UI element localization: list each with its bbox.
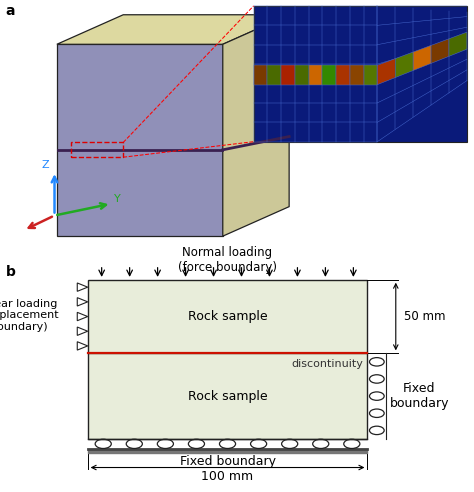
Polygon shape <box>364 65 377 85</box>
Text: discontinuity: discontinuity <box>292 359 364 369</box>
Polygon shape <box>413 45 431 70</box>
Polygon shape <box>254 6 467 142</box>
Polygon shape <box>431 39 449 63</box>
Polygon shape <box>281 65 295 85</box>
Text: Fixed
boundary: Fixed boundary <box>390 382 449 410</box>
Polygon shape <box>449 32 467 56</box>
Text: a: a <box>6 4 15 18</box>
Polygon shape <box>377 59 395 85</box>
Polygon shape <box>88 280 367 353</box>
Polygon shape <box>254 65 267 85</box>
Text: Fixed boundary: Fixed boundary <box>180 455 275 468</box>
Text: b: b <box>6 265 16 279</box>
Polygon shape <box>350 65 364 85</box>
Text: Y: Y <box>114 194 120 204</box>
Polygon shape <box>395 52 413 78</box>
Text: Rock sample: Rock sample <box>188 390 267 402</box>
Polygon shape <box>295 65 309 85</box>
Text: 50 mm: 50 mm <box>404 310 446 323</box>
Text: Rock sample: Rock sample <box>188 310 267 323</box>
Text: Z: Z <box>41 160 49 170</box>
Polygon shape <box>322 65 336 85</box>
Polygon shape <box>336 65 350 85</box>
Text: Normal loading
(force boundary): Normal loading (force boundary) <box>178 246 277 274</box>
Polygon shape <box>88 353 367 439</box>
Polygon shape <box>57 44 223 236</box>
Text: Shear loading
(displacement
boundary): Shear loading (displacement boundary) <box>0 299 59 332</box>
Polygon shape <box>309 65 322 85</box>
Text: 100 mm: 100 mm <box>201 470 254 483</box>
Polygon shape <box>267 65 281 85</box>
Polygon shape <box>223 15 289 236</box>
Polygon shape <box>57 15 289 44</box>
